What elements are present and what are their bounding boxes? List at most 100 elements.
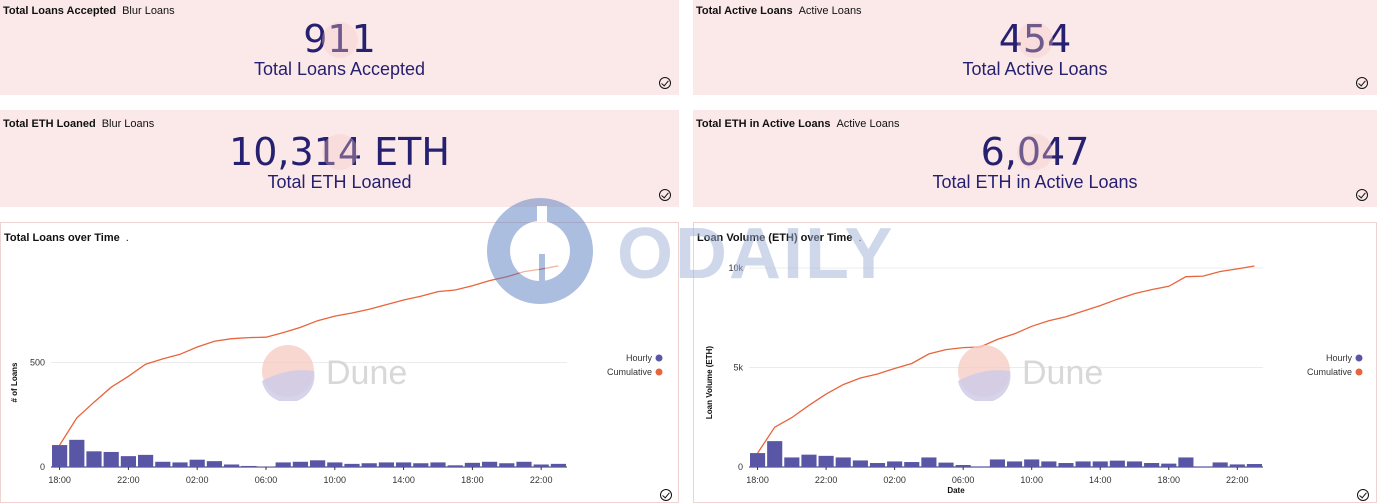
hourly-bar [534, 464, 549, 467]
hourly-bar [1161, 464, 1176, 467]
card-header: Total Loans Accepted Blur Loans [3, 5, 175, 17]
hourly-bar [973, 466, 988, 467]
dune-watermark-text: Dune [1022, 354, 1103, 392]
counter-label: Total Active Loans [693, 58, 1377, 80]
hourly-bar [241, 466, 256, 467]
check-circle-icon[interactable] [659, 77, 671, 89]
hourly-bar [870, 463, 885, 467]
hourly-bar [904, 462, 919, 467]
legend-label: Hourly [626, 353, 653, 363]
hourly-bar [224, 464, 239, 467]
legend-label: Cumulative [1307, 367, 1352, 377]
hourly-bar [887, 461, 902, 467]
legend-marker [1356, 355, 1363, 362]
hourly-bar [767, 441, 782, 467]
dune-logo-mark [1017, 134, 1053, 170]
check-circle-icon[interactable] [1356, 77, 1368, 89]
hourly-bar [379, 462, 394, 467]
x-tick-label: 14:00 [1089, 475, 1112, 485]
hourly-bar [396, 462, 411, 467]
hourly-bar [104, 452, 119, 467]
hourly-bar [853, 460, 868, 467]
x-tick-label: 22:00 [1226, 475, 1249, 485]
x-tick-label: 18:00 [1158, 475, 1181, 485]
legend-marker [656, 355, 663, 362]
y-axis-label: # of Loans [10, 362, 19, 403]
hourly-bar [551, 464, 566, 467]
hourly-bar [121, 456, 136, 467]
card-title: Total Loans Accepted [3, 5, 116, 17]
hourly-bar [956, 465, 971, 467]
x-tick-label: 22:00 [530, 475, 553, 485]
dune-watermark-text: Dune [326, 354, 407, 392]
x-tick-label: 02:00 [883, 475, 906, 485]
hourly-bar [990, 459, 1005, 467]
hourly-bar [1144, 463, 1159, 467]
check-circle-icon[interactable] [1357, 489, 1369, 501]
hourly-bar [1213, 462, 1228, 467]
hourly-bar [293, 462, 308, 467]
check-circle-icon[interactable] [660, 489, 672, 501]
counter-label: Total Loans Accepted [0, 58, 679, 80]
hourly-bar [86, 451, 101, 467]
dune-logo-mark [322, 22, 358, 58]
hourly-bar [52, 445, 67, 467]
dune-logo-mark [1017, 22, 1053, 58]
hourly-bar [1195, 466, 1210, 467]
hourly-bar [921, 457, 936, 467]
hourly-bar [138, 455, 153, 467]
hourly-bar [516, 462, 531, 467]
hourly-bar [1041, 461, 1056, 467]
card-subtitle: Blur Loans [122, 5, 175, 17]
y-axis-label: Loan Volume (ETH) [705, 346, 714, 420]
hourly-bar [1127, 461, 1142, 467]
hourly-bar [1076, 461, 1091, 467]
card-subtitle: Active Loans [799, 5, 862, 17]
hourly-bar [801, 455, 816, 467]
x-tick-label: 06:00 [255, 475, 278, 485]
dune-logo-mark [322, 134, 358, 170]
hourly-bar [750, 453, 765, 467]
legend-label: Cumulative [607, 367, 652, 377]
check-circle-icon[interactable] [1356, 189, 1368, 201]
legend-label: Hourly [1326, 353, 1353, 363]
x-axis-label: Date [947, 486, 965, 495]
hourly-bar [938, 463, 953, 467]
check-circle-icon[interactable] [659, 189, 671, 201]
hourly-bar [482, 462, 497, 467]
hourly-bar [836, 457, 851, 467]
hourly-bar [1024, 459, 1039, 467]
hourly-bar [465, 463, 480, 467]
card-subtitle: Blur Loans [102, 118, 155, 130]
hourly-bar [362, 463, 377, 467]
hourly-bar [344, 464, 359, 467]
hourly-bar [499, 463, 514, 467]
counter-label: Total ETH Loaned [0, 171, 679, 193]
hourly-bar [448, 465, 463, 467]
hourly-bar [1230, 464, 1245, 467]
hourly-bar [1110, 461, 1125, 467]
hourly-bar [1093, 461, 1108, 467]
hourly-bar [69, 440, 84, 467]
y-tick-label: 0 [738, 462, 743, 472]
hourly-bar [1058, 463, 1073, 467]
hourly-bar [276, 462, 291, 467]
x-tick-label: 10:00 [324, 475, 347, 485]
y-tick-label: 0 [40, 462, 45, 472]
x-tick-label: 18:00 [461, 475, 484, 485]
hourly-bar [172, 462, 187, 467]
x-tick-label: 18:00 [48, 475, 71, 485]
hourly-bar [1247, 464, 1262, 467]
x-tick-label: 14:00 [392, 475, 415, 485]
hourly-bar [327, 462, 342, 467]
hourly-bar [430, 462, 445, 467]
hourly-bar [155, 462, 170, 467]
x-tick-label: 10:00 [1020, 475, 1043, 485]
y-tick-label: 5k [733, 362, 743, 372]
hourly-bar [819, 456, 834, 467]
legend-marker [656, 369, 663, 376]
hourly-bar [207, 461, 222, 467]
dune-watermark: Dune [262, 345, 422, 401]
